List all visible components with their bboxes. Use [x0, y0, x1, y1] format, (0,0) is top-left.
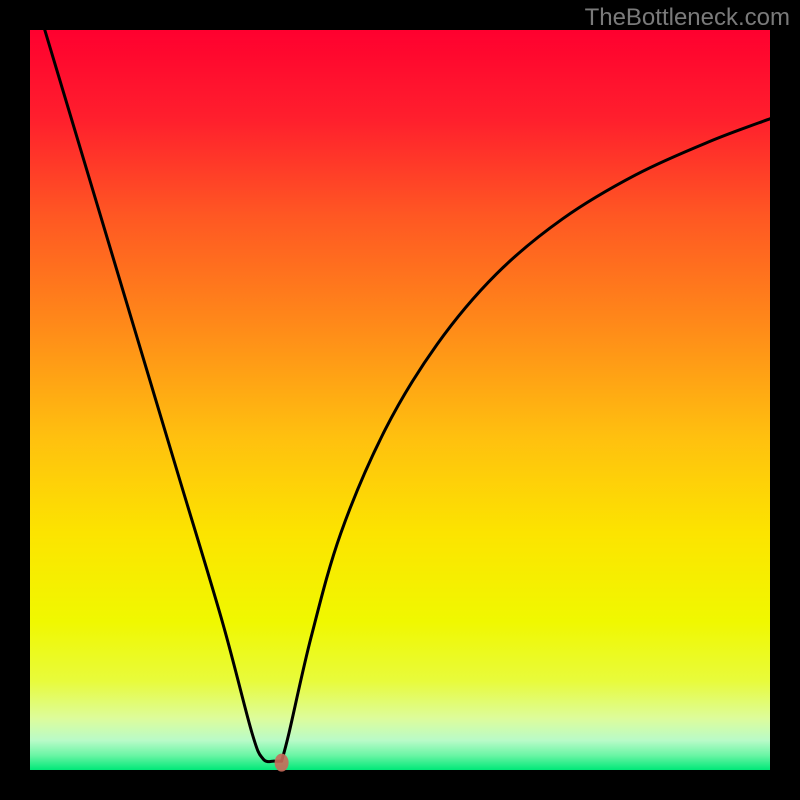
chart-svg [0, 0, 800, 800]
watermark-text: TheBottleneck.com [585, 4, 790, 32]
bottleneck-chart: TheBottleneck.com [0, 0, 800, 800]
